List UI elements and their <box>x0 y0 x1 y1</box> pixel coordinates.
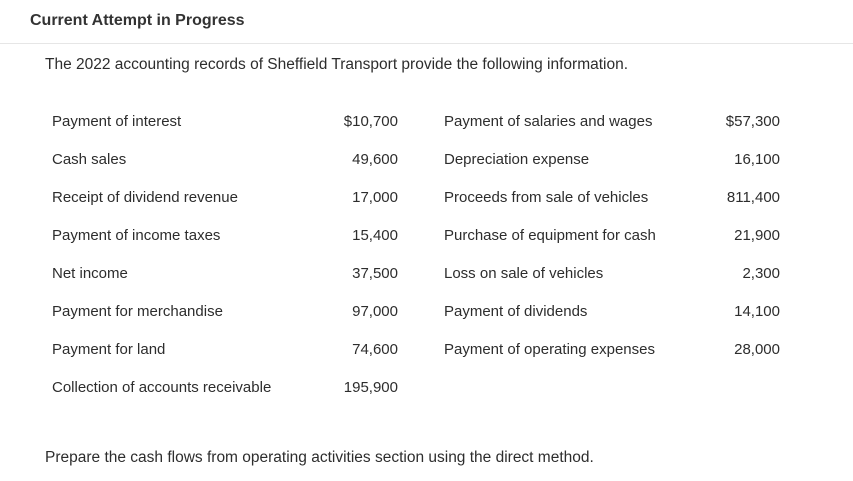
item-label: Payment for merchandise <box>52 302 223 320</box>
item-label: Payment of salaries and wages <box>444 112 653 130</box>
item-label: Depreciation expense <box>444 150 590 168</box>
problem-instruction: Prepare the cash flows from operating ac… <box>45 449 594 466</box>
item-amount: 17,000 <box>352 188 398 206</box>
attempt-status-title: Current Attempt in Progress <box>30 12 245 29</box>
item-label: Payment of dividends <box>444 302 588 320</box>
item-label: Collection of accounts receivable <box>52 378 272 396</box>
item-amount: $10,700 <box>343 112 398 130</box>
item-label: Cash sales <box>52 150 127 168</box>
item-amount: 811,400 <box>726 188 780 206</box>
table-row: Collection of accounts receivable 195,90… <box>52 368 780 406</box>
item-label: Payment for land <box>52 340 166 358</box>
item-label: Payment of interest <box>52 112 182 130</box>
table-row: Cash sales 49,600 Depreciation expense 1… <box>52 140 780 178</box>
item-amount: 21,900 <box>734 226 780 244</box>
table-row: Receipt of dividend revenue 17,000 Proce… <box>52 178 780 216</box>
item-label: Receipt of dividend revenue <box>52 188 238 206</box>
item-amount: 28,000 <box>734 340 780 358</box>
item-amount: 49,600 <box>352 150 398 168</box>
table-row: Payment for merchandise 97,000 Payment o… <box>52 292 780 330</box>
table-row: Payment of income taxes 15,400 Purchase … <box>52 216 780 254</box>
item-amount: 15,400 <box>352 226 398 244</box>
item-amount: 2,300 <box>742 264 780 282</box>
item-label: Payment of operating expenses <box>444 340 655 358</box>
item-amount: 195,900 <box>343 378 398 396</box>
account-data-table: Payment of interest $10,700 Payment of s… <box>52 102 780 406</box>
problem-panel: The 2022 accounting records of Sheffield… <box>30 44 853 481</box>
item-label: Proceeds from sale of vehicles <box>444 188 649 206</box>
item-label: Payment of income taxes <box>52 226 221 244</box>
table-row: Payment of interest $10,700 Payment of s… <box>52 102 780 140</box>
item-amount: 37,500 <box>352 264 398 282</box>
table-row: Payment for land 74,600 Payment of opera… <box>52 330 780 368</box>
item-label <box>444 368 714 406</box>
item-amount: 14,100 <box>734 302 780 320</box>
item-amount: $57,300 <box>725 112 780 130</box>
problem-intro: The 2022 accounting records of Sheffield… <box>45 56 629 73</box>
item-label: Purchase of equipment for cash <box>444 226 656 244</box>
item-amount: 97,000 <box>352 302 398 320</box>
page-header: Current Attempt in Progress <box>0 0 853 44</box>
item-amount: 74,600 <box>352 340 398 358</box>
table-row: Net income 37,500 Loss on sale of vehicl… <box>52 254 780 292</box>
item-amount <box>714 368 780 406</box>
item-amount: 16,100 <box>734 150 780 168</box>
item-label: Loss on sale of vehicles <box>444 264 604 282</box>
item-label: Net income <box>52 264 128 282</box>
